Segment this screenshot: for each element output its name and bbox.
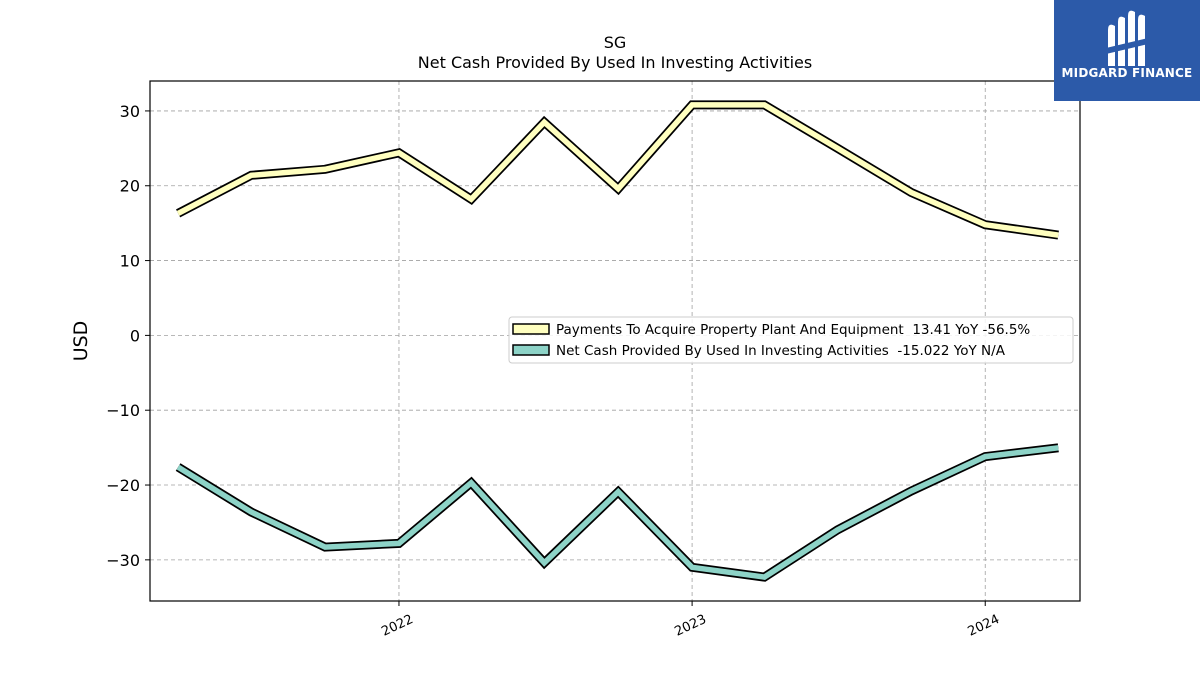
- x-tick-label: 2022: [379, 612, 415, 640]
- legend-swatch-payments: [512, 323, 550, 335]
- y-tick-label: 30: [120, 102, 140, 121]
- plot-frame: [149, 80, 1081, 602]
- legend-frame: [508, 316, 1074, 364]
- series-line-payments: [176, 102, 1059, 238]
- series-line-net-cash: [176, 445, 1059, 580]
- chart-title: SG: [604, 33, 627, 52]
- legend-label-net-cash: Net Cash Provided By Used In Investing A…: [556, 343, 1006, 359]
- chart-subtitle: Net Cash Provided By Used In Investing A…: [418, 53, 812, 72]
- y-tick-label: −10: [106, 401, 140, 420]
- x-tick-label: 2024: [966, 612, 1002, 640]
- logo-text: MIDGARD FINANCE: [1061, 66, 1193, 80]
- y-axis-ticks: 30 20 10 0 −10 −20 −30: [106, 102, 150, 570]
- x-axis-ticks: 2022 2023 2024: [379, 601, 1002, 640]
- legend-swatch-net-cash: [512, 344, 550, 356]
- x-tick-label: 2023: [672, 612, 708, 640]
- y-tick-label: −20: [106, 476, 140, 495]
- logo-mark-icon: [1106, 10, 1148, 67]
- series-line-outline: [175, 443, 1059, 582]
- y-axis-label: USD: [70, 321, 92, 362]
- series-lines: [175, 100, 1059, 582]
- y-tick-label: −30: [106, 551, 140, 570]
- y-tick-label: 10: [120, 252, 140, 271]
- y-tick-label: 20: [120, 177, 140, 196]
- legend-label-payments: Payments To Acquire Property Plant And E…: [556, 322, 1030, 338]
- logo: MIDGARD FINANCE: [1054, 0, 1200, 101]
- legend: Payments To Acquire Property Plant And E…: [508, 316, 1074, 364]
- y-tick-label: 0: [130, 326, 140, 345]
